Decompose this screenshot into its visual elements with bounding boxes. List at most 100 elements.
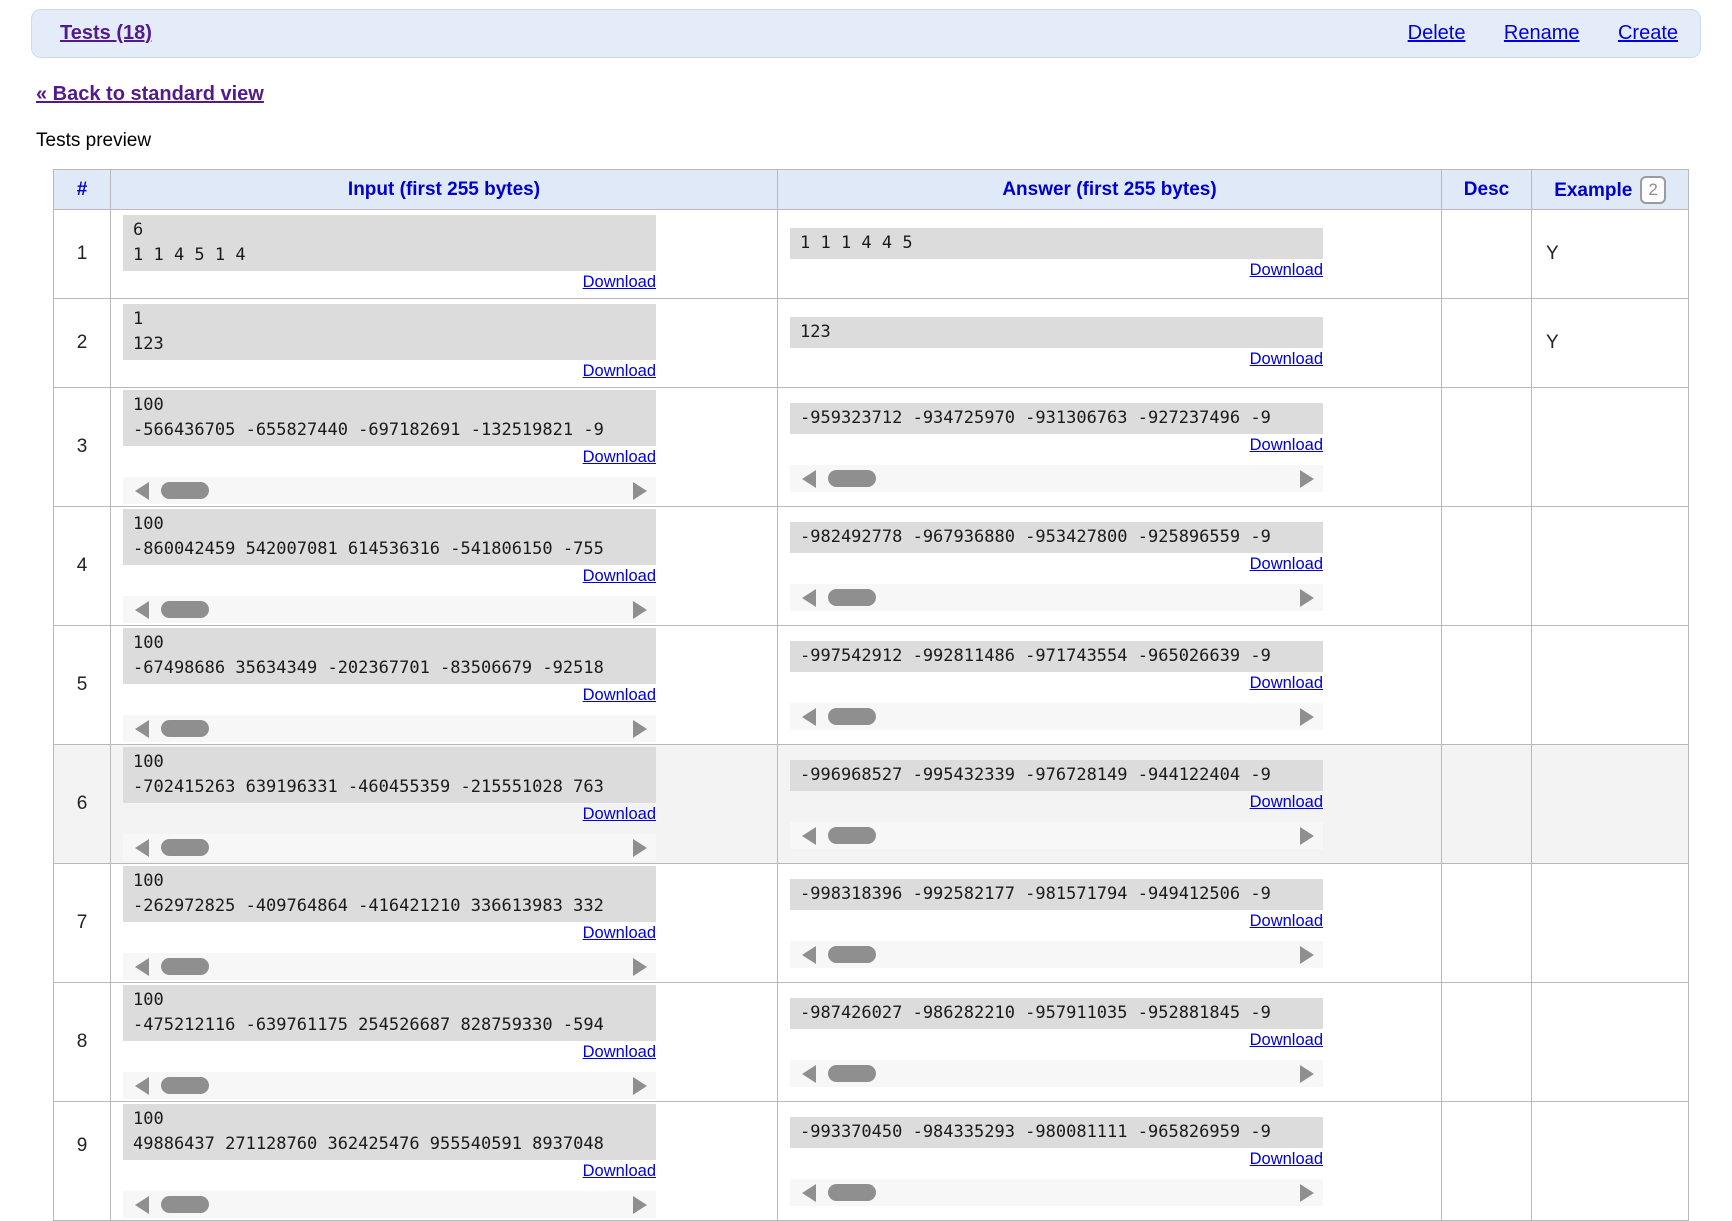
input-scrollbar[interactable] xyxy=(123,953,656,980)
scroll-left-icon[interactable] xyxy=(135,839,149,857)
scroll-left-icon[interactable] xyxy=(802,1183,816,1202)
scroll-left-icon[interactable] xyxy=(802,1064,816,1083)
example-flag: Y xyxy=(1546,332,1559,353)
example-cell xyxy=(1531,982,1689,1102)
test-number: 2 xyxy=(76,332,88,353)
scrollbar-thumb[interactable] xyxy=(828,1183,876,1201)
input-scrollbar[interactable] xyxy=(123,1072,656,1099)
scroll-right-icon[interactable] xyxy=(633,720,647,738)
answer-download-link[interactable]: Download xyxy=(1249,792,1323,811)
answer-scrollbar[interactable] xyxy=(790,1059,1323,1087)
answer-scrollbar[interactable] xyxy=(790,702,1323,730)
scroll-right-icon[interactable] xyxy=(1300,1064,1314,1083)
input-scrollbar[interactable] xyxy=(123,1191,656,1218)
scroll-right-icon[interactable] xyxy=(633,601,647,619)
answer-download-link[interactable]: Download xyxy=(1249,1030,1323,1049)
answer-scrollbar[interactable] xyxy=(790,821,1323,849)
answer-download-link[interactable]: Download xyxy=(1249,673,1323,692)
scrollbar-thumb[interactable] xyxy=(161,1196,209,1213)
input-download-link[interactable]: Download xyxy=(582,273,656,291)
desc-cell xyxy=(1441,625,1532,745)
scroll-left-icon[interactable] xyxy=(135,1196,149,1214)
input-download-link[interactable]: Download xyxy=(582,924,656,942)
create-link[interactable]: Create xyxy=(1617,22,1678,44)
input-preview: 6 1 1 4 5 1 4 xyxy=(123,215,656,271)
input-download-link[interactable]: Download xyxy=(582,686,656,704)
answer-download-link[interactable]: Download xyxy=(1249,349,1323,368)
scroll-left-icon[interactable] xyxy=(802,945,816,964)
scrollbar-thumb[interactable] xyxy=(828,1064,876,1082)
answer-scrollbar[interactable] xyxy=(790,464,1323,492)
input-download-link[interactable]: Download xyxy=(582,805,656,823)
scrollbar-thumb[interactable] xyxy=(828,469,876,487)
col-header-num: # xyxy=(53,169,111,210)
example-cell: Y xyxy=(1531,209,1689,299)
scrollbar-thumb[interactable] xyxy=(161,839,209,856)
answer-download-link[interactable]: Download xyxy=(1249,911,1323,930)
scroll-left-icon[interactable] xyxy=(802,588,816,607)
scroll-left-icon[interactable] xyxy=(135,958,149,976)
input-download-link[interactable]: Download xyxy=(582,448,656,466)
rename-link[interactable]: Rename xyxy=(1503,22,1580,44)
answer-cell: -987426027 -986282210 -957911035 -952881… xyxy=(777,982,1442,1102)
answer-scrollbar[interactable] xyxy=(790,1178,1323,1206)
table-row: 8 100 -475212116 -639761175 254526687 82… xyxy=(53,982,1689,1102)
col-header-answer: Answer (first 255 bytes) xyxy=(777,169,1442,210)
input-cell: 100 49886437 271128760 362425476 9555405… xyxy=(110,1101,778,1221)
input-scrollbar[interactable] xyxy=(123,477,656,504)
scroll-left-icon[interactable] xyxy=(135,482,149,500)
scroll-right-icon[interactable] xyxy=(1300,945,1314,964)
scrollbar-thumb[interactable] xyxy=(161,1077,209,1094)
input-download-link[interactable]: Download xyxy=(582,567,656,585)
tests-title-link[interactable]: Tests (18) xyxy=(60,22,152,44)
scroll-left-icon[interactable] xyxy=(135,720,149,738)
input-download-link[interactable]: Download xyxy=(582,1162,656,1180)
scroll-left-icon[interactable] xyxy=(802,826,816,845)
scroll-right-icon[interactable] xyxy=(633,482,647,500)
answer-download-link[interactable]: Download xyxy=(1249,435,1323,454)
test-number-cell: 4 xyxy=(53,506,111,626)
test-number: 5 xyxy=(76,674,88,695)
input-scrollbar[interactable] xyxy=(123,834,656,861)
test-number: 1 xyxy=(76,243,88,264)
scroll-right-icon[interactable] xyxy=(1300,469,1314,488)
scrollbar-thumb[interactable] xyxy=(161,601,209,618)
input-scrollbar[interactable] xyxy=(123,596,656,623)
answer-scrollbar[interactable] xyxy=(790,583,1323,611)
scroll-left-icon[interactable] xyxy=(135,1077,149,1095)
scroll-right-icon[interactable] xyxy=(1300,1183,1314,1202)
scrollbar-thumb[interactable] xyxy=(161,720,209,737)
input-download-link[interactable]: Download xyxy=(582,362,656,380)
scrollbar-thumb[interactable] xyxy=(828,707,876,725)
desc-cell xyxy=(1441,298,1532,388)
scrollbar-thumb[interactable] xyxy=(828,945,876,963)
answer-preview: -959323712 -934725970 -931306763 -927237… xyxy=(790,402,1323,434)
col-header-example: Example 2 xyxy=(1531,169,1689,210)
scroll-right-icon[interactable] xyxy=(633,1077,647,1095)
scroll-left-icon[interactable] xyxy=(802,469,816,488)
scroll-right-icon[interactable] xyxy=(633,839,647,857)
answer-download-link[interactable]: Download xyxy=(1249,554,1323,573)
answer-download-link[interactable]: Download xyxy=(1249,260,1323,279)
scrollbar-thumb[interactable] xyxy=(161,482,209,499)
scroll-right-icon[interactable] xyxy=(1300,707,1314,726)
answer-cell: -996968527 -995432339 -976728149 -944122… xyxy=(777,744,1442,864)
answer-scrollbar[interactable] xyxy=(790,940,1323,968)
input-download-link[interactable]: Download xyxy=(582,1043,656,1061)
scroll-left-icon[interactable] xyxy=(802,707,816,726)
scroll-right-icon[interactable] xyxy=(633,958,647,976)
answer-download-link[interactable]: Download xyxy=(1249,1149,1323,1168)
scroll-right-icon[interactable] xyxy=(1300,588,1314,607)
scrollbar-thumb[interactable] xyxy=(828,826,876,844)
back-to-standard-view-link[interactable]: « Back to standard view xyxy=(36,83,264,105)
input-preview: 100 -702415263 639196331 -460455359 -215… xyxy=(123,747,656,803)
example-header-label: Example xyxy=(1554,179,1633,201)
scroll-right-icon[interactable] xyxy=(633,1196,647,1214)
scroll-right-icon[interactable] xyxy=(1300,826,1314,845)
input-scrollbar[interactable] xyxy=(123,715,656,742)
scroll-left-icon[interactable] xyxy=(135,601,149,619)
scrollbar-thumb[interactable] xyxy=(161,958,209,975)
delete-link[interactable]: Delete xyxy=(1407,22,1466,44)
scrollbar-thumb[interactable] xyxy=(828,588,876,606)
input-preview: 100 -475212116 -639761175 254526687 8287… xyxy=(123,985,656,1041)
